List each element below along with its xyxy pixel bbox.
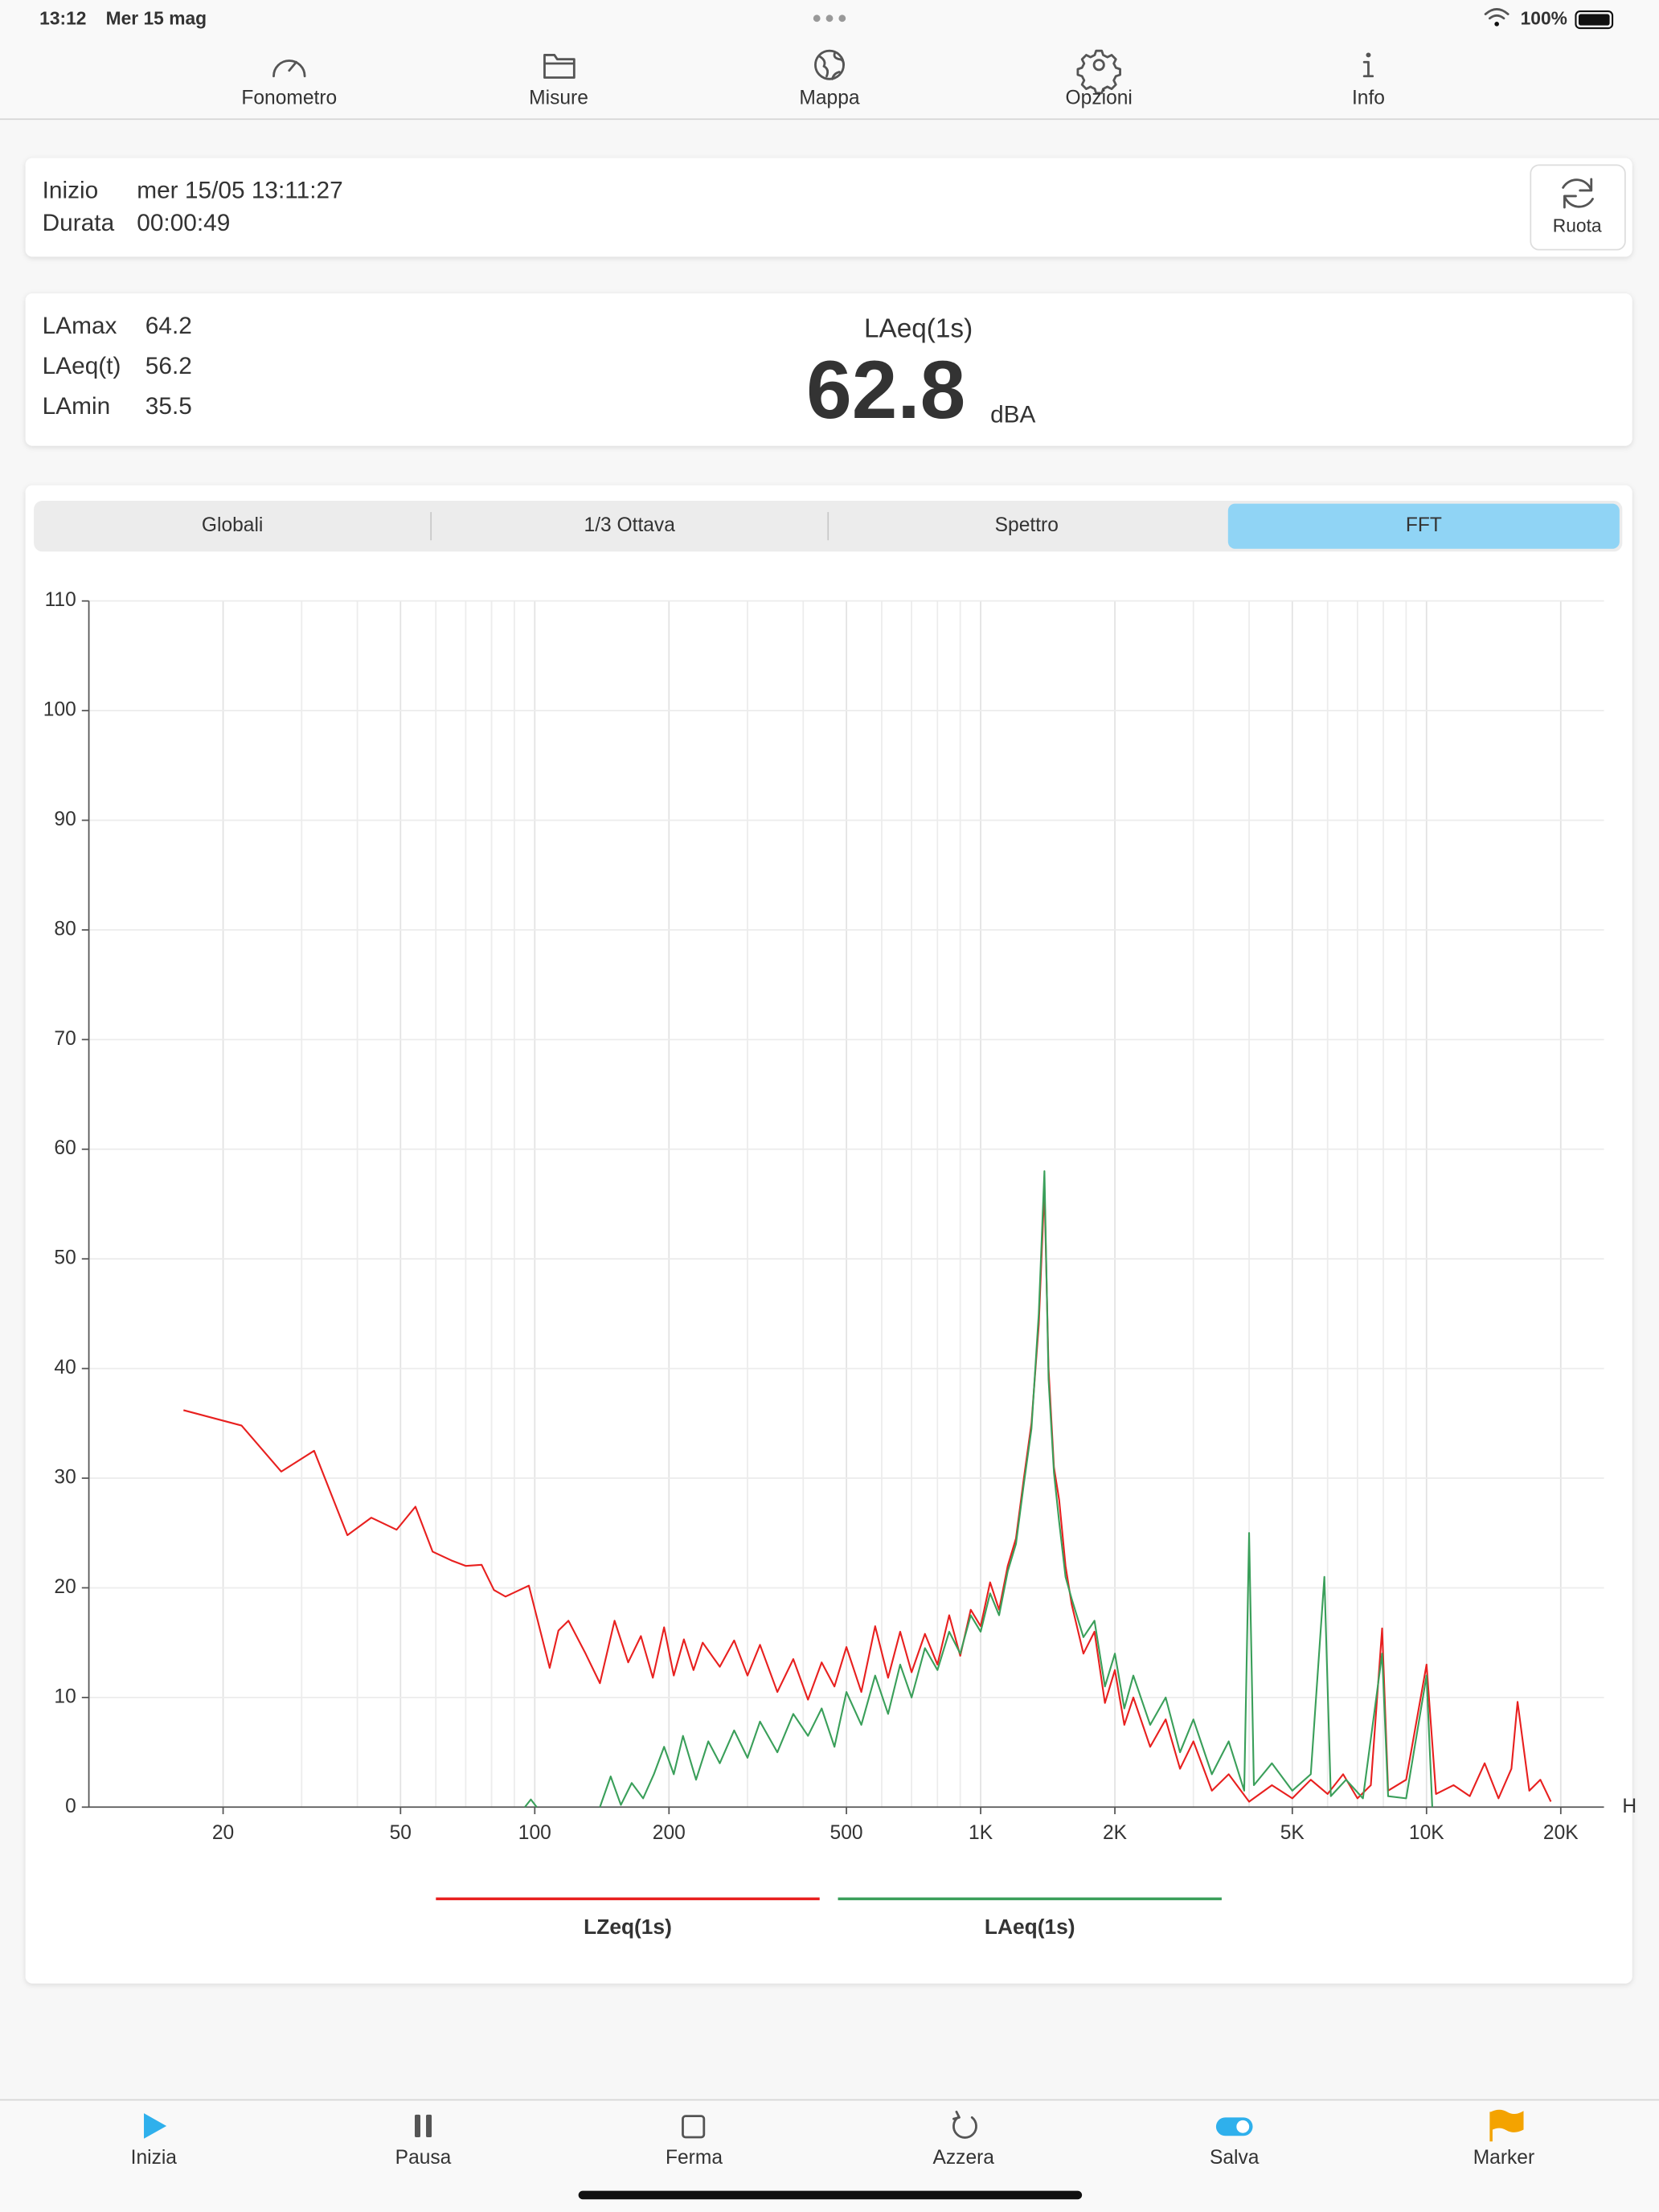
icon-globe <box>814 49 845 80</box>
main-level-label: LAeq(1s) <box>864 314 973 344</box>
segment-label[interactable]: FFT <box>1406 514 1442 536</box>
chart-card <box>25 485 1632 1984</box>
y-tick-label: 40 <box>54 1357 76 1378</box>
icon-reset <box>952 2110 977 2139</box>
tab-icons <box>272 49 1374 95</box>
status-battery: 100% <box>1521 8 1567 29</box>
y-tick-label: 100 <box>43 699 76 721</box>
tab-bar: Fonometro Misure Mappa Opzioni Info <box>241 87 1385 109</box>
y-tick-label: 90 <box>54 809 76 830</box>
x-tick-label: 10K <box>1409 1822 1444 1844</box>
series-line <box>183 1186 1552 1803</box>
toolbar-label[interactable]: Salva <box>1210 2147 1260 2169</box>
start-value: mer 15/05 13:11:27 <box>137 178 342 204</box>
y-tick-label: 50 <box>54 1247 76 1269</box>
x-tick-label: 1K <box>969 1822 993 1844</box>
level-value: 64.2 <box>145 313 192 339</box>
wifi-dot <box>1494 22 1499 27</box>
y-tick-label: 70 <box>54 1028 76 1050</box>
level-value: 56.2 <box>145 353 192 379</box>
status-time: 13:12 <box>39 8 86 29</box>
toolbar-label[interactable]: Pausa <box>395 2147 452 2169</box>
main-level-value: 62.8 <box>806 344 965 436</box>
y-tick-label: 0 <box>65 1796 76 1817</box>
level-label: LAmin <box>43 393 111 420</box>
toolbar-icons <box>144 2109 1524 2142</box>
y-tick-label: 110 <box>45 589 76 611</box>
duration-value: 00:00:49 <box>137 210 230 236</box>
series-line <box>524 1169 1433 1808</box>
toolbar-label[interactable]: Azzera <box>933 2147 995 2169</box>
multitask-dots <box>813 14 846 23</box>
y-tick-label: 20 <box>54 1576 76 1598</box>
toolbar-label[interactable]: Inizia <box>131 2147 178 2169</box>
level-value: 35.5 <box>145 393 192 420</box>
level-label: LAmax <box>43 313 117 339</box>
x-tick-label: 5K <box>1280 1822 1305 1844</box>
x-tick-label: 500 <box>830 1822 863 1844</box>
toolbar-label[interactable]: Ferma <box>666 2147 723 2169</box>
y-tick-label: 10 <box>54 1686 76 1707</box>
segment-label[interactable]: 1/3 Ottava <box>584 514 676 536</box>
main-level-unit: dBA <box>990 402 1035 428</box>
legend-label[interactable]: LAeq(1s) <box>985 1915 1075 1939</box>
levels-card <box>25 293 1632 446</box>
status-date: Mer 15 mag <box>106 8 207 29</box>
segment-label[interactable]: Globali <box>202 514 263 536</box>
icon-folder <box>543 54 576 79</box>
rotate-icon <box>1562 178 1594 209</box>
icon-flag <box>1489 2109 1524 2142</box>
segments: Globali 1/3 Ottava Spettro FFT <box>202 503 1620 549</box>
tab-label[interactable]: Fonometro <box>241 87 337 109</box>
tab-label[interactable]: Info <box>1352 87 1385 109</box>
tab-label[interactable]: Opzioni <box>1066 87 1133 109</box>
session-card <box>25 158 1632 257</box>
wifi-icon <box>1484 8 1509 20</box>
x-tick-label: 50 <box>390 1822 412 1844</box>
y-tick-label: 30 <box>54 1467 76 1489</box>
legend-label[interactable]: LZeq(1s) <box>584 1915 672 1939</box>
x-tick-label: 20 <box>212 1822 234 1844</box>
icon-toggle <box>1215 2117 1253 2136</box>
level-rows: LAmax 64.2 LAeq(t) 56.2 LAmin 35.5 <box>43 313 192 420</box>
icon-gauge <box>272 59 306 78</box>
tab-label[interactable]: Mappa <box>799 87 859 109</box>
segment-selected[interactable] <box>1227 503 1620 549</box>
x-tick-label: 2K <box>1103 1822 1128 1844</box>
level-label: LAeq(t) <box>43 353 121 379</box>
x-tick-label: 100 <box>518 1822 551 1844</box>
rotate-button-label[interactable]: Ruota <box>1553 215 1602 236</box>
battery-icon <box>1575 10 1614 30</box>
x-tick-label: 20K <box>1543 1822 1579 1844</box>
battery-fill <box>1578 14 1610 26</box>
start-label: Inizio <box>43 178 99 204</box>
home-indicator <box>578 2190 1083 2200</box>
icon-pause <box>415 2114 432 2137</box>
x-tick-label: 200 <box>653 1822 686 1844</box>
y-tick-label: 80 <box>54 918 76 940</box>
duration-label: Durata <box>43 210 115 236</box>
toolbar: Inizia Pausa Ferma Azzera Salva Marker <box>131 2147 1535 2169</box>
icon-gear <box>1076 49 1121 95</box>
segment-label[interactable]: Spettro <box>995 514 1059 536</box>
icon-info <box>1362 52 1374 78</box>
tab-label[interactable]: Misure <box>529 87 588 109</box>
icon-stop <box>682 2115 706 2139</box>
x-axis-label: H <box>1622 1796 1636 1817</box>
y-tick-label: 60 <box>54 1137 76 1159</box>
toolbar-label[interactable]: Marker <box>1473 2147 1534 2169</box>
fft-chart: 20 50 100 200 500 1K 2K 5K 10K 20K 0 10 20 30 40 50 60 70… <box>43 589 1636 1939</box>
icon-play <box>144 2113 167 2139</box>
